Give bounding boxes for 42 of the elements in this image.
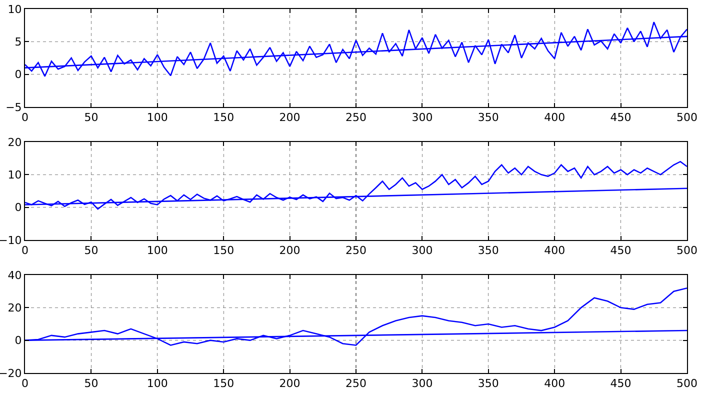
x-tick-label: 250 [346,244,366,258]
y-tick-label: 0 [14,201,22,214]
y-tick-label: 20 [8,136,22,149]
x-tick-label: 350 [478,244,499,258]
x-tick-label: 400 [544,111,566,124]
x-tick-label: 100 [146,111,168,124]
x-tick-label: 50 [84,377,98,390]
x-tick-label: 50 [84,244,98,258]
x-tick-label: 350 [478,111,499,124]
y-tick-label: 10 [8,168,22,182]
x-tick-label: 300 [412,111,433,124]
y-tick-label: 10 [8,2,22,16]
x-tick-label: 450 [610,377,632,390]
y-tick-label: 0 [14,68,22,82]
x-tick-label: 450 [610,244,632,258]
y-tick-label: −5 [6,100,22,114]
x-tick-label: 350 [478,377,499,390]
x-tick-label: 150 [213,244,234,258]
y-tick-label: −10 [0,234,22,247]
y-tick-label: 5 [14,36,22,49]
y-tick-label: 40 [8,268,22,282]
x-tick-label: 250 [346,377,366,390]
x-tick-label: 500 [676,377,698,390]
x-tick-label: 200 [279,111,300,124]
x-tick-label: 500 [676,244,698,258]
x-tick-label: 250 [346,111,366,124]
x-tick-label: 400 [544,377,566,390]
x-tick-label: 300 [412,244,433,258]
x-tick-label: 400 [544,244,566,258]
x-tick-label: 150 [213,111,234,124]
x-tick-label: 100 [146,377,168,390]
x-tick-label: 50 [84,111,98,124]
x-tick-label: 150 [213,377,234,390]
x-tick-label: 300 [412,377,433,390]
y-tick-label: −20 [0,366,22,380]
y-tick-label: 0 [14,334,22,348]
x-tick-label: 500 [676,111,698,124]
x-tick-label: 200 [279,377,300,390]
x-tick-label: 450 [610,111,632,124]
y-tick-label: 20 [8,302,22,315]
x-tick-label: 200 [279,244,300,258]
x-tick-label: 100 [146,244,168,258]
